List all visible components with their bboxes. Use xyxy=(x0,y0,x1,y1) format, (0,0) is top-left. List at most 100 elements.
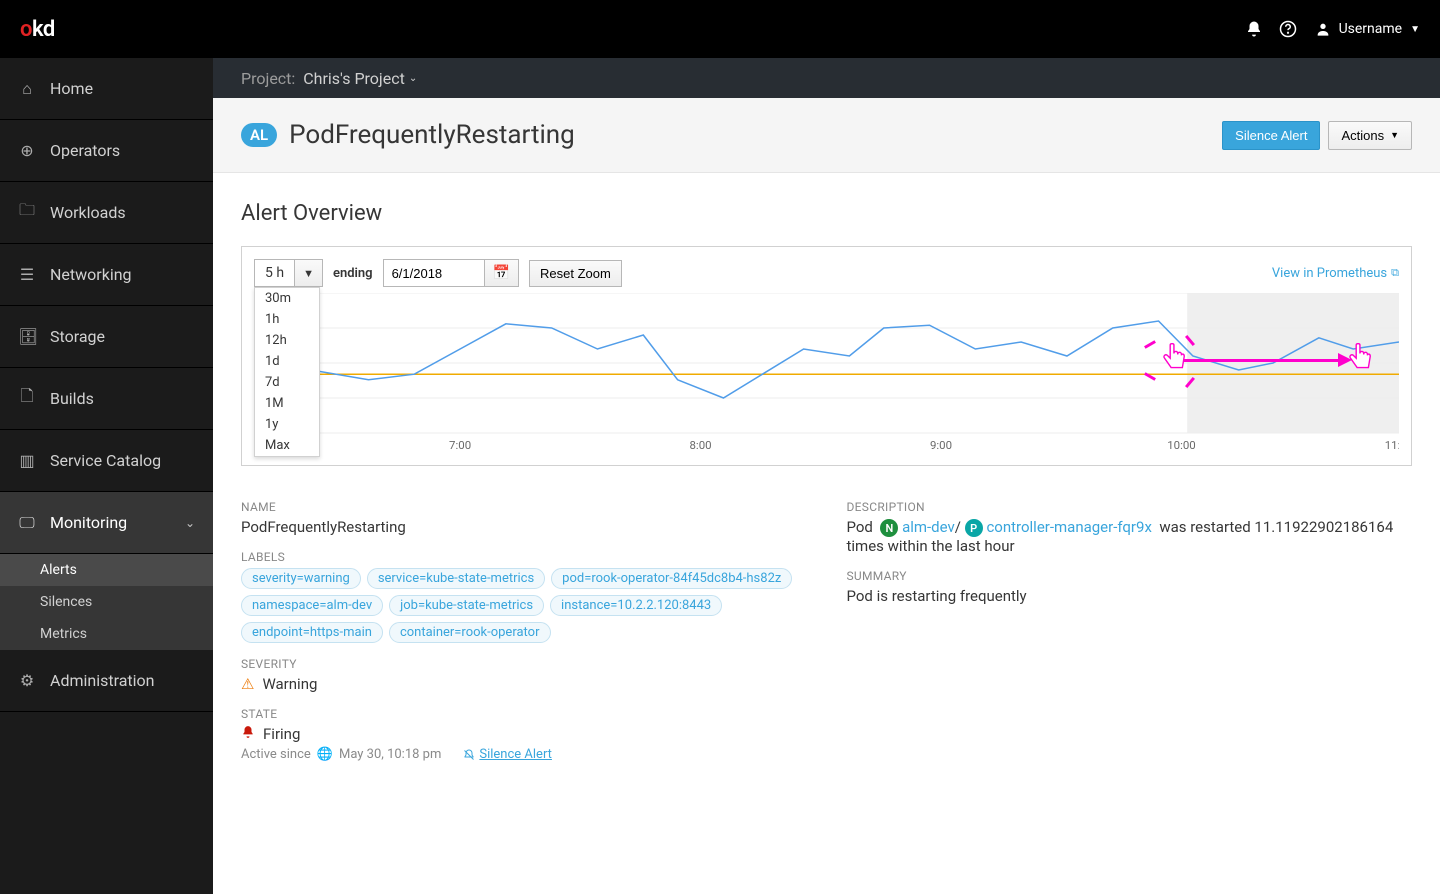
svg-text:8:00: 8:00 xyxy=(690,439,712,452)
active-since-label: Active since xyxy=(241,747,311,762)
timerange-option[interactable]: 12h xyxy=(255,330,319,351)
silence-alert-link[interactable]: Silence Alert xyxy=(463,747,552,762)
nav-administration[interactable]: ⚙Administration xyxy=(0,650,213,712)
actions-label: Actions xyxy=(1341,128,1384,143)
summary-label: SUMMARY xyxy=(847,569,1413,583)
cursor-hand-icon xyxy=(1158,343,1188,379)
project-name: Chris's Project xyxy=(303,69,405,88)
topbar: okd Username ▼ xyxy=(0,0,1440,58)
nav-monitoring[interactable]: 🖵Monitoring⌄ xyxy=(0,492,213,554)
summary-value: Pod is restarting frequently xyxy=(847,587,1413,605)
bell-icon[interactable] xyxy=(1237,20,1271,38)
nav-label: Home xyxy=(50,79,93,98)
folder-icon: 🗀 xyxy=(18,199,36,226)
label-tag[interactable]: namespace=alm-dev xyxy=(241,595,383,616)
nav-builds[interactable]: 🗋Builds xyxy=(0,368,213,430)
label-tag[interactable]: pod=rook-operator-84f45dc8b4-hs82z xyxy=(551,568,792,589)
alert-badge: AL xyxy=(241,123,277,147)
nav-storage[interactable]: 🗄 Storage xyxy=(0,306,213,368)
nav-label: Monitoring xyxy=(50,513,127,532)
calendar-icon[interactable]: 📅 xyxy=(484,260,518,286)
logo-o: o xyxy=(20,17,32,42)
subnav-metrics[interactable]: Metrics xyxy=(0,618,213,650)
subnav-silences[interactable]: Silences xyxy=(0,586,213,618)
severity-value: Warning xyxy=(262,675,317,693)
label-tags: severity=warning service=kube-state-metri… xyxy=(241,568,807,643)
namespace-link[interactable]: alm-dev xyxy=(902,518,955,536)
drag-arrow-annotation xyxy=(1170,359,1340,362)
timerange-option[interactable]: 1M xyxy=(255,393,319,414)
gear-icon: ⚙ xyxy=(18,671,36,690)
logo-kd: kd xyxy=(32,17,55,42)
nav-networking[interactable]: ☰ Networking xyxy=(0,244,213,306)
nav-label: Networking xyxy=(50,265,132,284)
project-selector[interactable]: Project: Chris's Project ⌄ xyxy=(213,58,1440,98)
chevron-down-icon: ⌄ xyxy=(409,73,417,84)
page-title: PodFrequentlyRestarting xyxy=(289,120,575,150)
username-label: Username xyxy=(1339,21,1403,37)
page-header: AL PodFrequentlyRestarting Silence Alert… xyxy=(213,98,1440,173)
nav-service-catalog[interactable]: ▥ Service Catalog xyxy=(0,430,213,492)
timerange-option[interactable]: 30m xyxy=(255,288,319,309)
storage-icon: 🗄 xyxy=(18,327,36,346)
labels-label: LABELS xyxy=(241,550,807,564)
catalog-icon: ▥ xyxy=(18,451,36,470)
label-tag[interactable]: service=kube-state-metrics xyxy=(367,568,545,589)
user-icon xyxy=(1315,21,1331,37)
project-label: Project: xyxy=(241,69,295,88)
silence-link-label: Silence Alert xyxy=(479,747,552,762)
label-tag[interactable]: job=kube-state-metrics xyxy=(389,595,544,616)
description-value: Pod N alm-dev/ P controller-manager-fqr9… xyxy=(847,518,1413,555)
monitor-icon: 🖵 xyxy=(18,513,36,533)
timerange-option[interactable]: 7d xyxy=(255,372,319,393)
monitoring-subnav: Alerts Silences Metrics xyxy=(0,554,213,650)
builds-icon: 🗋 xyxy=(18,385,36,412)
timerange-option[interactable]: Max xyxy=(255,435,319,456)
view-in-prometheus-link[interactable]: View in Prometheus⧉ xyxy=(1272,266,1399,281)
nav-operators[interactable]: ⊕Operators xyxy=(0,120,213,182)
nav-home[interactable]: ⌂Home xyxy=(0,58,213,120)
help-icon[interactable] xyxy=(1271,20,1305,38)
nav-workloads[interactable]: 🗀 Workloads xyxy=(0,182,213,244)
timerange-dropdown[interactable]: 5 h ▼ xyxy=(254,259,323,287)
globe-icon: 🌐 xyxy=(317,747,333,762)
network-icon: ☰ xyxy=(18,265,36,284)
severity-label: SEVERITY xyxy=(241,657,807,671)
ending-date-field[interactable]: 📅 xyxy=(383,259,519,287)
nav-label: Service Catalog xyxy=(50,451,161,470)
chart-area[interactable]: 7:008:009:0010:0011:00 xyxy=(254,293,1399,453)
user-menu[interactable]: Username ▼ xyxy=(1315,21,1420,37)
subnav-alerts[interactable]: Alerts xyxy=(0,554,213,586)
nav-label: Storage xyxy=(50,327,105,346)
ending-date-input[interactable] xyxy=(384,266,484,281)
warning-icon: ⚠ xyxy=(241,675,254,693)
label-tag[interactable]: container=rook-operator xyxy=(389,622,551,643)
bolt-icon: ⊕ xyxy=(18,141,36,160)
pod-link[interactable]: controller-manager-fqr9x xyxy=(986,518,1151,536)
silence-alert-button[interactable]: Silence Alert xyxy=(1222,121,1320,150)
section-title: Alert Overview xyxy=(241,201,1412,226)
svg-text:9:00: 9:00 xyxy=(930,439,952,452)
timerange-option[interactable]: 1y xyxy=(255,414,319,435)
desc-prefix: Pod xyxy=(847,518,873,536)
active-since-value: May 30, 10:18 pm xyxy=(339,747,441,762)
mute-icon xyxy=(463,749,475,761)
logo[interactable]: okd xyxy=(20,17,55,42)
label-tag[interactable]: severity=warning xyxy=(241,568,361,589)
label-tag[interactable]: instance=10.2.2.120:8443 xyxy=(550,595,722,616)
label-tag[interactable]: endpoint=https-main xyxy=(241,622,383,643)
state-value: Firing xyxy=(263,725,300,743)
timerange-option[interactable]: 1h xyxy=(255,309,319,330)
pod-badge: P xyxy=(965,519,983,537)
name-value: PodFrequentlyRestarting xyxy=(241,518,807,536)
chevron-down-icon: ▼ xyxy=(295,260,322,286)
actions-button[interactable]: Actions ▼ xyxy=(1328,121,1412,150)
namespace-badge: N xyxy=(880,519,898,537)
reset-zoom-button[interactable]: Reset Zoom xyxy=(529,260,622,287)
nav-label: Workloads xyxy=(50,203,126,222)
state-label: STATE xyxy=(241,707,807,721)
timerange-option[interactable]: 1d xyxy=(255,351,319,372)
ending-label: ending xyxy=(333,266,373,281)
chart-box: 5 h ▼ 30m1h12h1d7d1M1yMax ending 📅 Reset… xyxy=(241,246,1412,466)
main: Project: Chris's Project ⌄ AL PodFrequen… xyxy=(213,58,1440,894)
